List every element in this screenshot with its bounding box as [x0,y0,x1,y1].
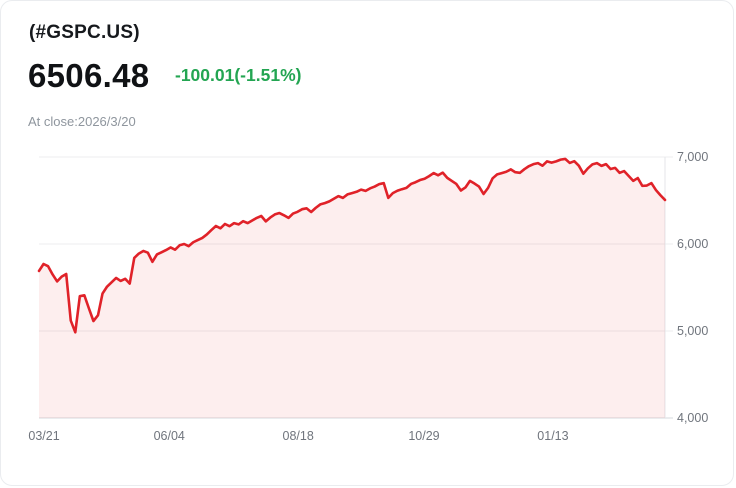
x-axis-label-4: 01/13 [537,429,569,443]
price-chart[interactable]: 7,000 6,000 5,000 4,000 03/21 06/04 08/18 10/29… [28,150,708,443]
price-line [37,157,667,334]
last-price: 6506.48 [28,57,150,94]
x-axis-label-2: 08/18 [282,429,314,443]
as-of-timestamp: At close:2026/3/20 [28,114,136,129]
x-axis-label-1: 06/04 [153,429,185,443]
price-change: -100.01(-1.51%) [175,65,302,85]
price-chart-canvas[interactable] [37,156,673,419]
symbol-title: (#GSPC.US) [29,22,140,43]
y-axis-label-5000: 5,000 [677,324,709,338]
y-axis-label-4000: 4,000 [677,411,709,425]
y-axis-label-6000: 6,000 [677,237,709,251]
y-axis-label-7000: 7,000 [677,150,709,164]
price-area-fill [39,158,665,418]
x-axis-label-3: 10/29 [408,429,440,443]
x-axis-label-0: 03/21 [28,429,60,443]
